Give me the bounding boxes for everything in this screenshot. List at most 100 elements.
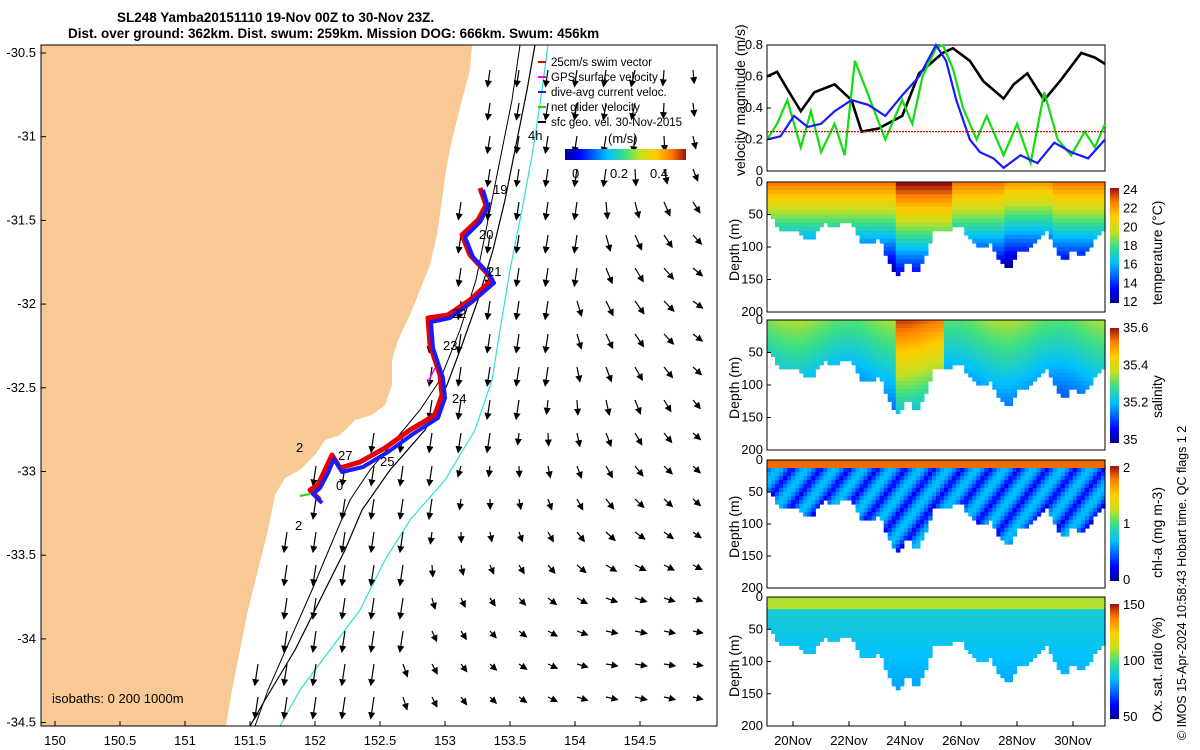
heatmap-cell bbox=[1056, 238, 1062, 244]
heatmap-cell bbox=[811, 500, 816, 505]
heatmap-cell bbox=[875, 336, 881, 341]
heatmap-cell bbox=[1028, 348, 1034, 354]
heatmap-cell bbox=[1040, 364, 1046, 370]
velocity-arrow bbox=[489, 663, 498, 671]
heatmap-cell bbox=[992, 344, 997, 350]
heatmap-cell bbox=[919, 259, 925, 264]
velocity-arrow bbox=[542, 201, 550, 221]
heatmap-cell bbox=[1020, 380, 1026, 386]
heatmap-cell bbox=[907, 649, 913, 654]
heatmap-cell bbox=[835, 621, 840, 626]
heatmap-cell bbox=[1080, 182, 1086, 187]
heatmap-cell bbox=[1012, 476, 1018, 481]
heatmap-cell bbox=[944, 210, 949, 216]
heatmap-cell bbox=[775, 617, 780, 622]
heatmap-cell bbox=[1040, 352, 1046, 358]
heatmap-cell bbox=[787, 492, 792, 497]
heatmap-cell bbox=[976, 484, 981, 489]
velocity-arrow bbox=[659, 102, 668, 120]
heatmap-cell bbox=[956, 480, 961, 485]
heatmap-cell bbox=[988, 332, 993, 337]
heatmap-cell bbox=[823, 484, 828, 489]
heatmap-cell bbox=[871, 186, 877, 191]
heatmap-cell bbox=[915, 324, 921, 329]
depth-tick-label: 100 bbox=[741, 516, 763, 531]
heatmap-cell bbox=[863, 320, 869, 325]
heatmap-cell bbox=[1008, 393, 1013, 398]
heatmap-cell bbox=[1000, 524, 1005, 529]
heatmap-cell bbox=[847, 468, 853, 473]
heatmap-cell bbox=[875, 633, 881, 638]
heatmap-cell bbox=[1000, 230, 1005, 236]
heatmap-cell bbox=[1056, 182, 1062, 187]
heatmap-cell bbox=[1101, 222, 1106, 228]
heatmap-cell bbox=[1076, 214, 1082, 220]
velocity-arrow bbox=[634, 465, 644, 477]
heatmap-cell bbox=[919, 393, 925, 398]
heatmap-cell bbox=[1084, 340, 1090, 345]
heatmap-cell bbox=[972, 206, 977, 212]
heatmap-cell bbox=[835, 324, 840, 329]
heatmap-cell bbox=[952, 609, 957, 614]
heatmap-cell bbox=[1016, 198, 1022, 203]
heatmap-cell bbox=[911, 214, 917, 220]
heatmap-cell bbox=[1076, 210, 1082, 216]
day-label-2b: 2 bbox=[295, 518, 302, 533]
heatmap-cell bbox=[1084, 234, 1090, 240]
heatmap-cell bbox=[867, 504, 873, 509]
heatmap-cell bbox=[1056, 210, 1062, 216]
heatmap-cell bbox=[1084, 198, 1090, 203]
heatmap-cell bbox=[936, 336, 941, 341]
heatmap-cell bbox=[1101, 340, 1106, 345]
heatmap-cell bbox=[1068, 364, 1074, 370]
heatmap-cell bbox=[855, 348, 861, 354]
heatmap-cell bbox=[799, 504, 804, 509]
heatmap-cell bbox=[928, 230, 933, 236]
heatmap-cell bbox=[1072, 242, 1078, 248]
heatmap-cell bbox=[964, 641, 969, 646]
heatmap-cell bbox=[791, 464, 796, 469]
heatmap-cell bbox=[923, 251, 929, 256]
heatmap-cell bbox=[948, 198, 953, 203]
heatmap-cell bbox=[887, 665, 893, 671]
heatmap-cell bbox=[968, 202, 973, 207]
heatmap-cell bbox=[1016, 512, 1022, 517]
heatmap-cell bbox=[823, 472, 828, 477]
heatmap-cell bbox=[895, 348, 901, 354]
heatmap-cell bbox=[1000, 348, 1005, 354]
heatmap-cell bbox=[1076, 218, 1082, 224]
heatmap-cell bbox=[940, 190, 945, 195]
heatmap-cell bbox=[799, 597, 804, 602]
heatmap-cell bbox=[895, 255, 901, 260]
heatmap-cell bbox=[944, 641, 949, 646]
heatmap-cell bbox=[787, 617, 792, 622]
heatmap-cell bbox=[1000, 508, 1005, 513]
heatmap-cell bbox=[923, 617, 929, 622]
heatmap-cell bbox=[1056, 460, 1062, 465]
heatmap-cell bbox=[895, 544, 901, 549]
heatmap-cell bbox=[891, 629, 897, 634]
heatmap-cell bbox=[779, 356, 784, 362]
heatmap-cell bbox=[936, 324, 941, 329]
heatmap-cell bbox=[976, 198, 981, 203]
heatmap-cell bbox=[1068, 332, 1074, 337]
heatmap-cell bbox=[907, 190, 913, 195]
heatmap-cell bbox=[1092, 460, 1098, 465]
heatmap-cell bbox=[907, 480, 913, 485]
heatmap-cell bbox=[907, 352, 913, 358]
heatmap-cell bbox=[1032, 352, 1038, 358]
heatmap-cell bbox=[803, 476, 808, 481]
heatmap-cell bbox=[1092, 488, 1098, 493]
heatmap-cell bbox=[1028, 186, 1034, 191]
heatmap-cell bbox=[803, 332, 808, 337]
heatmap-cell bbox=[1000, 190, 1005, 195]
heatmap-cell bbox=[803, 645, 808, 650]
heatmap-cell bbox=[1060, 464, 1066, 469]
heatmap-cell bbox=[887, 226, 893, 232]
heatmap-cell bbox=[799, 182, 804, 187]
heatmap-cell bbox=[923, 601, 929, 606]
heatmap-cell bbox=[791, 210, 796, 216]
heatmap-cell bbox=[1004, 508, 1009, 513]
heatmap-cell bbox=[1080, 496, 1086, 501]
